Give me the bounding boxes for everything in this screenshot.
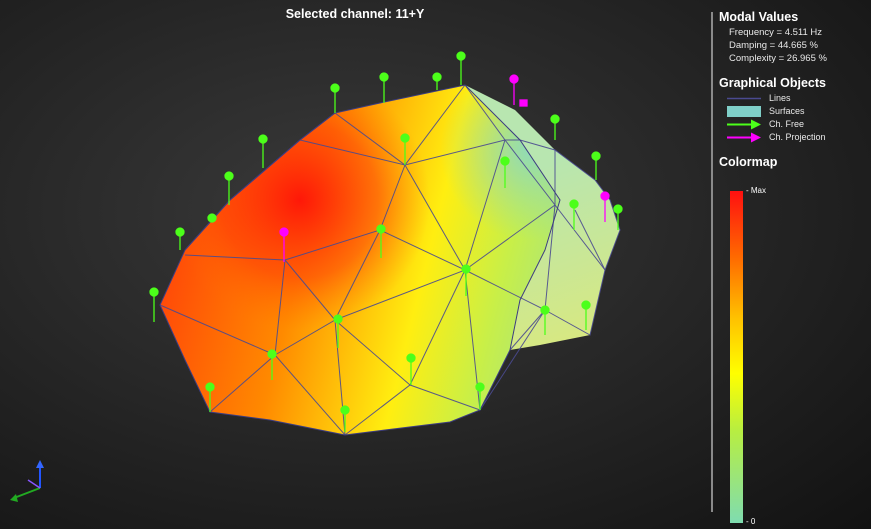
graphical-objects-heading: Graphical Objects <box>719 76 826 90</box>
channel-free-marker <box>330 83 340 93</box>
legend-ch-projection[interactable]: Ch. Projection <box>719 131 869 144</box>
channel-free-marker <box>613 204 623 214</box>
green-arrow-icon <box>727 119 761 130</box>
channel-free-marker <box>340 405 350 415</box>
legend-surfaces[interactable]: Surfaces <box>719 105 869 118</box>
channel-projection-marker <box>519 99 528 107</box>
channel-free-marker <box>406 353 416 363</box>
info-panel: Modal Values Frequency = 4.511 Hz Dampin… <box>719 10 869 169</box>
channel-projection-marker <box>600 191 610 201</box>
graphical-objects-section: Graphical Objects Lines Surfaces Ch. Fre… <box>719 76 869 144</box>
modal-values-heading: Modal Values <box>719 10 799 24</box>
channel-free-marker <box>456 51 466 61</box>
legend-lines[interactable]: Lines <box>719 92 869 105</box>
channel-free-marker <box>540 305 550 315</box>
channel-free-marker <box>400 133 410 143</box>
legend-ch-projection-label: Ch. Projection <box>769 132 826 142</box>
channel-projection-marker <box>509 74 519 84</box>
modal-values-section: Modal Values Frequency = 4.511 Hz Dampin… <box>719 10 869 65</box>
channel-free-marker <box>267 349 277 359</box>
channel-free-marker <box>175 227 185 237</box>
frequency-value: Frequency = 4.511 Hz <box>729 27 823 38</box>
colormap-min-label: - 0 <box>746 517 756 526</box>
colormap-bar <box>730 191 743 523</box>
channel-free-marker <box>432 72 442 82</box>
channel-free-marker <box>475 382 485 392</box>
channel-free-marker <box>258 134 268 144</box>
colormap-max-label: - Max <box>746 186 766 195</box>
magenta-arrow-icon <box>727 132 761 143</box>
channel-free-marker <box>207 213 217 223</box>
channel-free-marker <box>376 224 386 234</box>
channel-free-marker <box>581 300 591 310</box>
channel-free-marker <box>205 382 215 392</box>
surfaces-icon <box>727 106 761 117</box>
xyz-axis-triad-icon <box>10 460 44 502</box>
channel-free-marker <box>569 199 579 209</box>
mesh-cool-region <box>160 85 560 435</box>
channel-free-marker <box>224 171 234 181</box>
selected-channel-title: Selected channel: 11+Y <box>285 7 425 21</box>
mesh-outline <box>159 84 561 436</box>
channel-free-marker <box>333 314 343 324</box>
damping-value: Damping = 44.665 % <box>729 40 818 51</box>
channel-free-marker <box>379 72 389 82</box>
channel-free-marker <box>461 264 471 274</box>
channel-free-arrows <box>149 51 623 432</box>
channel-free-marker <box>550 114 560 124</box>
panel-divider[interactable] <box>711 12 713 512</box>
legend-ch-free-label: Ch. Free <box>769 119 805 129</box>
mesh-side-surface <box>465 85 620 350</box>
legend-surfaces-label: Surfaces <box>769 106 805 116</box>
legend-lines-label: Lines <box>769 93 791 103</box>
channel-free-marker <box>591 151 601 161</box>
channel-free-marker <box>149 287 159 297</box>
legend-ch-free[interactable]: Ch. Free <box>719 118 869 131</box>
colormap-section: Colormap <box>719 155 869 169</box>
channel-projection-arrows <box>279 74 610 262</box>
complexity-value: Complexity = 26.965 % <box>729 53 827 64</box>
lines-icon <box>727 97 761 100</box>
channel-projection-marker <box>279 227 289 237</box>
colormap-heading: Colormap <box>719 155 778 169</box>
channel-free-marker <box>500 156 510 166</box>
